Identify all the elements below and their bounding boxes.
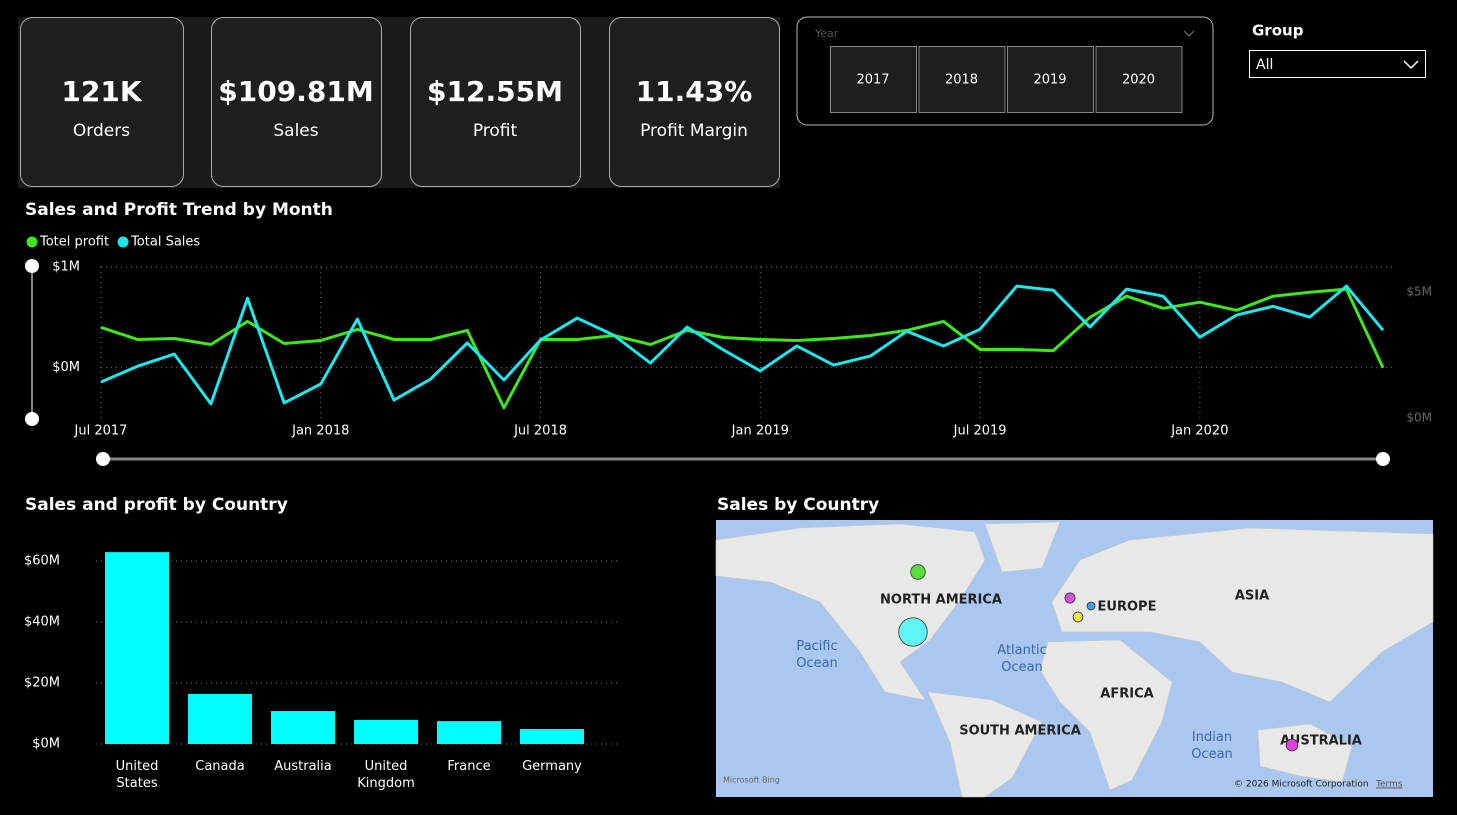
kpi-label: Orders	[73, 121, 130, 141]
bar	[437, 721, 501, 744]
y2-tick-label: $5M	[1406, 285, 1432, 299]
y-tick-label: $0M	[52, 360, 80, 375]
group-label: Group	[1252, 22, 1304, 40]
kpi-label: Profit	[473, 121, 518, 141]
kpi-label: Sales	[273, 121, 318, 141]
y-tick-label: $1M	[52, 260, 80, 275]
year-button[interactable]	[918, 46, 1006, 113]
year-label: 2018	[945, 73, 978, 88]
map-terms[interactable]: Terms	[1375, 780, 1403, 790]
region-label: AUSTRALIA	[1280, 734, 1362, 749]
slider-handle[interactable]	[1376, 452, 1390, 466]
region-label: AFRICA	[1100, 687, 1153, 702]
legend-swatch	[117, 236, 129, 248]
x-tick-label: United Kingdom	[357, 759, 415, 791]
x-tick-label: Jul 2019	[953, 424, 1007, 439]
region-label: ASIA	[1235, 589, 1269, 604]
group-value: All	[1256, 57, 1273, 73]
x-tick-label: Jan 2020	[1170, 424, 1228, 439]
slicer-chevron	[1183, 30, 1195, 37]
x-tick-label: Germany	[522, 759, 582, 774]
group-dropdown[interactable]	[1249, 50, 1426, 78]
year-label: 2017	[856, 73, 889, 88]
map-bubble[interactable]	[910, 564, 926, 580]
line-title: Sales and Profit Trend by Month	[25, 200, 333, 220]
y-tick-label: $20M	[24, 676, 60, 691]
legend-label: Totel profit	[39, 235, 109, 250]
kpi-label: Profit Margin	[640, 121, 748, 141]
bar	[520, 729, 584, 744]
legend-label: Total Sales	[130, 235, 200, 250]
map-bubble[interactable]	[1072, 611, 1084, 623]
x-tick-label: Jul 2017	[74, 424, 128, 439]
series-line	[100, 284, 1385, 406]
region-label: EUROPE	[1098, 600, 1157, 615]
slicer-title: Year	[814, 27, 839, 40]
year-label: 2019	[1033, 73, 1066, 88]
y-tick-label: $0M	[32, 737, 60, 752]
region-label: NORTH AMERICA	[880, 593, 1002, 608]
y-tick-label: $60M	[24, 554, 60, 569]
series-line	[100, 287, 1385, 410]
slider-handle[interactable]	[25, 412, 39, 426]
map-copyright: © 2026 Microsoft Corporation	[1234, 780, 1369, 790]
y-tick-label: $40M	[24, 615, 60, 630]
slider-handle[interactable]	[25, 259, 39, 273]
x-tick-label: Australia	[274, 759, 332, 774]
map-attribution: Microsoft Bing	[723, 776, 780, 785]
ocean-label: Atlantic Ocean	[997, 643, 1047, 675]
kpi-card	[20, 17, 184, 187]
kpi-value: $12.55M	[427, 75, 563, 108]
map-title: Sales by Country	[717, 495, 879, 515]
year-button[interactable]	[1007, 46, 1094, 113]
kpi-value: 11.43%	[636, 75, 753, 108]
ocean-label: Pacific Ocean	[796, 639, 838, 671]
kpi-value: $109.81M	[218, 75, 373, 108]
x-tick-label: France	[447, 759, 491, 774]
bar	[271, 711, 335, 744]
legend-swatch	[26, 236, 38, 248]
kpi-card	[609, 17, 780, 187]
x-tick-label: Jan 2019	[731, 424, 789, 439]
map-bubble[interactable]	[1064, 592, 1076, 604]
kpi-card	[211, 17, 382, 187]
region-label: SOUTH AMERICA	[959, 724, 1081, 739]
year-button[interactable]	[830, 46, 917, 113]
bar	[354, 719, 418, 744]
year-label: 2020	[1122, 73, 1155, 88]
x-tick-label: Canada	[195, 759, 245, 774]
ocean-label: Indian Ocean	[1191, 730, 1233, 762]
year-button[interactable]	[1095, 46, 1183, 113]
bar-title: Sales and profit by Country	[25, 495, 288, 515]
map-bubble[interactable]	[1086, 601, 1096, 611]
bar	[188, 693, 252, 744]
map-bubble[interactable]	[1285, 738, 1299, 752]
y2-tick-label: $0M	[1406, 411, 1432, 425]
bar	[105, 552, 169, 744]
dropdown-chevron	[1403, 60, 1419, 70]
x-tick-label: United States	[115, 759, 159, 791]
x-tick-label: Jul 2018	[513, 424, 567, 439]
x-tick-label: Jan 2018	[291, 424, 349, 439]
map-bubble[interactable]	[898, 617, 928, 647]
slider-handle[interactable]	[96, 452, 110, 466]
kpi-value: 121K	[61, 75, 142, 108]
kpi-card	[410, 17, 581, 187]
